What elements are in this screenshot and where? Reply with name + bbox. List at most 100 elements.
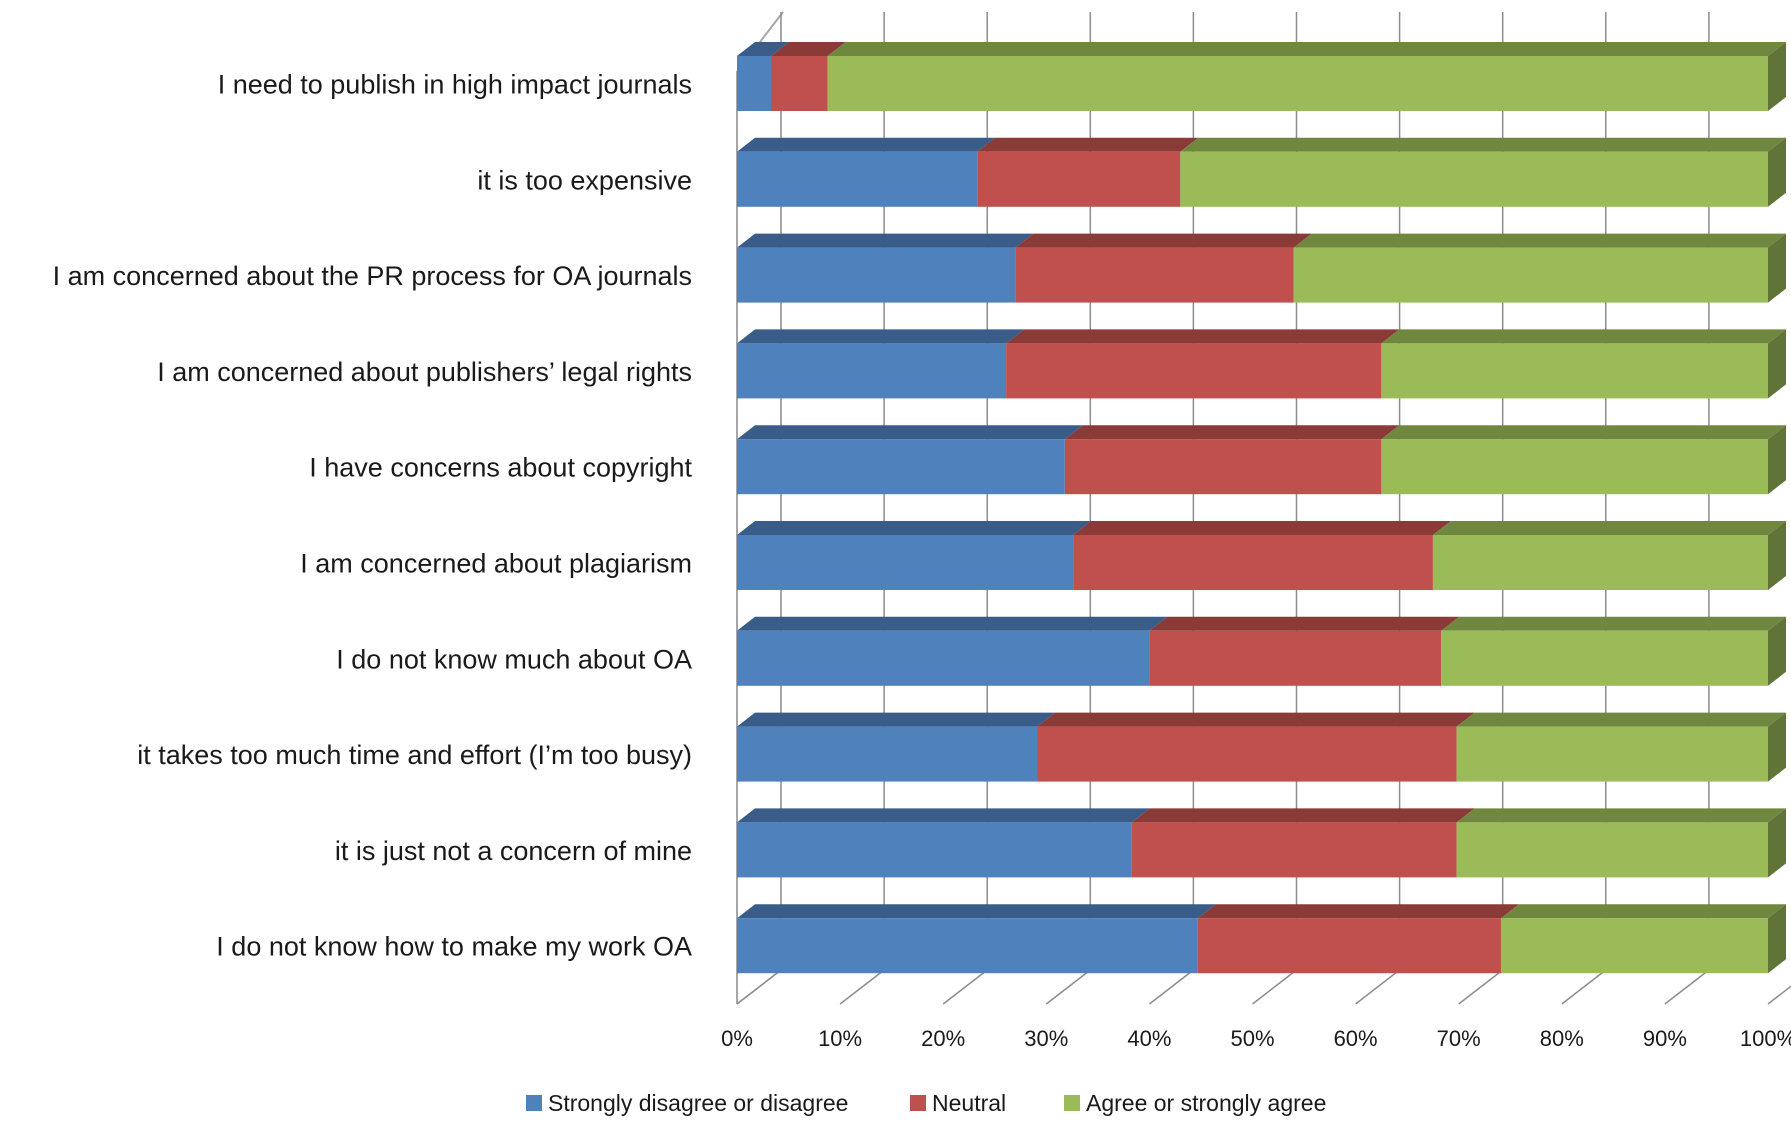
bar-segment — [1441, 630, 1768, 686]
bar-segment-top — [1073, 521, 1451, 535]
bar-segment — [1180, 151, 1768, 207]
floor-gridline — [736, 969, 782, 1005]
bar-segment-top — [771, 42, 846, 56]
floor-gridline — [1045, 969, 1091, 1005]
category-label: it is too expensive — [477, 165, 692, 195]
bar-segment — [1149, 630, 1442, 686]
bar-segment-side — [1768, 233, 1786, 303]
bar-segment-side — [1768, 616, 1786, 686]
x-tick-label: 100% — [1740, 1026, 1791, 1051]
bar-segment — [737, 535, 1074, 590]
bar-segment-side — [1768, 521, 1786, 590]
bar-segment-top — [1456, 712, 1786, 727]
bars — [737, 42, 1786, 974]
floor-gridline — [942, 969, 988, 1005]
legend-swatch — [910, 1095, 926, 1111]
bar-segment-side — [1768, 329, 1786, 399]
bar-segment — [1432, 535, 1768, 590]
legend-swatch — [1064, 1095, 1080, 1111]
bar-segment-top — [1381, 425, 1786, 440]
x-tick-label: 90% — [1643, 1026, 1687, 1051]
bar-segment-top — [737, 329, 1025, 344]
bar-segment — [737, 247, 1016, 303]
bar-segment — [1037, 726, 1457, 782]
bar-segment-side — [1768, 42, 1786, 111]
x-tick-label: 40% — [1127, 1026, 1171, 1051]
bar-segment-top — [977, 137, 1199, 152]
category-label: it is just not a concern of mine — [335, 836, 692, 866]
bar-segment — [1456, 726, 1768, 782]
bar-segment — [1131, 822, 1457, 878]
floor-gridline — [1148, 969, 1194, 1005]
bar-segment — [977, 151, 1181, 207]
bar-segment-top — [737, 233, 1034, 248]
bar-segment-top — [1432, 521, 1786, 535]
category-label: I am concerned about the PR process for … — [53, 261, 692, 291]
x-tick-label: 10% — [818, 1026, 862, 1051]
bar-segment-top — [737, 42, 790, 56]
category-label: I need to publish in high impact journal… — [218, 70, 692, 100]
bar-segment-top — [737, 808, 1150, 823]
floor-gridline — [1664, 969, 1710, 1005]
bar-segment-top — [1037, 712, 1475, 727]
legend-label: Agree or strongly agree — [1086, 1090, 1326, 1116]
bar-segment — [1381, 343, 1768, 399]
x-tick-label: 70% — [1437, 1026, 1481, 1051]
category-label: I do not know how to make my work OA — [216, 932, 692, 962]
bar-segment — [771, 56, 828, 111]
bar-segment — [827, 56, 1768, 111]
x-tick-label: 50% — [1230, 1026, 1274, 1051]
x-tick-label: 30% — [1024, 1026, 1068, 1051]
x-tick-label: 60% — [1334, 1026, 1378, 1051]
bar-segment — [1073, 535, 1433, 590]
floor-gridline — [1458, 969, 1504, 1005]
bar-segment-side — [1768, 425, 1786, 495]
bar-segment — [737, 343, 1007, 399]
bar-segment-side — [1768, 712, 1786, 782]
bar-segment-side — [1768, 904, 1786, 974]
floor-gridline — [1561, 969, 1607, 1005]
bar-segment-top — [737, 616, 1168, 631]
bar-segment-top — [1293, 233, 1786, 248]
bar-segment — [1015, 247, 1294, 303]
bar-segment-top — [1006, 329, 1400, 344]
bar-segment-top — [737, 137, 996, 152]
category-labels: I need to publish in high impact journal… — [53, 70, 693, 962]
floor-gridline — [1355, 969, 1401, 1005]
bar-segment-top — [737, 904, 1216, 919]
bar-segment-top — [1180, 137, 1786, 152]
bar-segment-top — [1149, 616, 1460, 631]
bar-segment — [737, 56, 772, 111]
bar-segment-top — [827, 42, 1786, 56]
category-label: I have concerns about copyright — [309, 453, 692, 483]
bar-segment — [737, 918, 1198, 974]
bar-segment-top — [1456, 808, 1786, 823]
floor-gridline — [1252, 969, 1297, 1005]
bar-segment — [1006, 343, 1382, 399]
legend-label: Neutral — [932, 1090, 1006, 1116]
bar-segment — [1197, 918, 1501, 974]
bar-segment-top — [1131, 808, 1475, 823]
x-tick-labels: 0% 10% 20% 30% 40% 50% 60% 70% 80% 90% 100% — [721, 1026, 1791, 1051]
x-tick-label: 80% — [1540, 1026, 1584, 1051]
category-label: I am concerned about plagiarism — [300, 549, 692, 579]
bar-segment — [737, 151, 978, 207]
bar-segment — [737, 822, 1132, 878]
bar-segment-top — [737, 425, 1083, 440]
bar-segment-top — [1064, 425, 1400, 440]
bar-segment-top — [737, 521, 1092, 535]
floor-gridline — [1767, 985, 1791, 1005]
bar-segment — [1500, 918, 1768, 974]
category-label: I do not know much about OA — [336, 644, 692, 674]
legend-swatch — [526, 1095, 542, 1111]
bar-segment-side — [1768, 808, 1786, 878]
floor-gridline — [839, 969, 885, 1005]
bar-segment-side — [1768, 137, 1786, 207]
category-label: I am concerned about publishers’ legal r… — [157, 357, 692, 387]
bar-segment-top — [1015, 233, 1312, 248]
bar-segment-top — [737, 712, 1056, 727]
bar-segment — [1293, 247, 1768, 303]
category-label: it takes too much time and effort (I’m t… — [137, 740, 692, 770]
